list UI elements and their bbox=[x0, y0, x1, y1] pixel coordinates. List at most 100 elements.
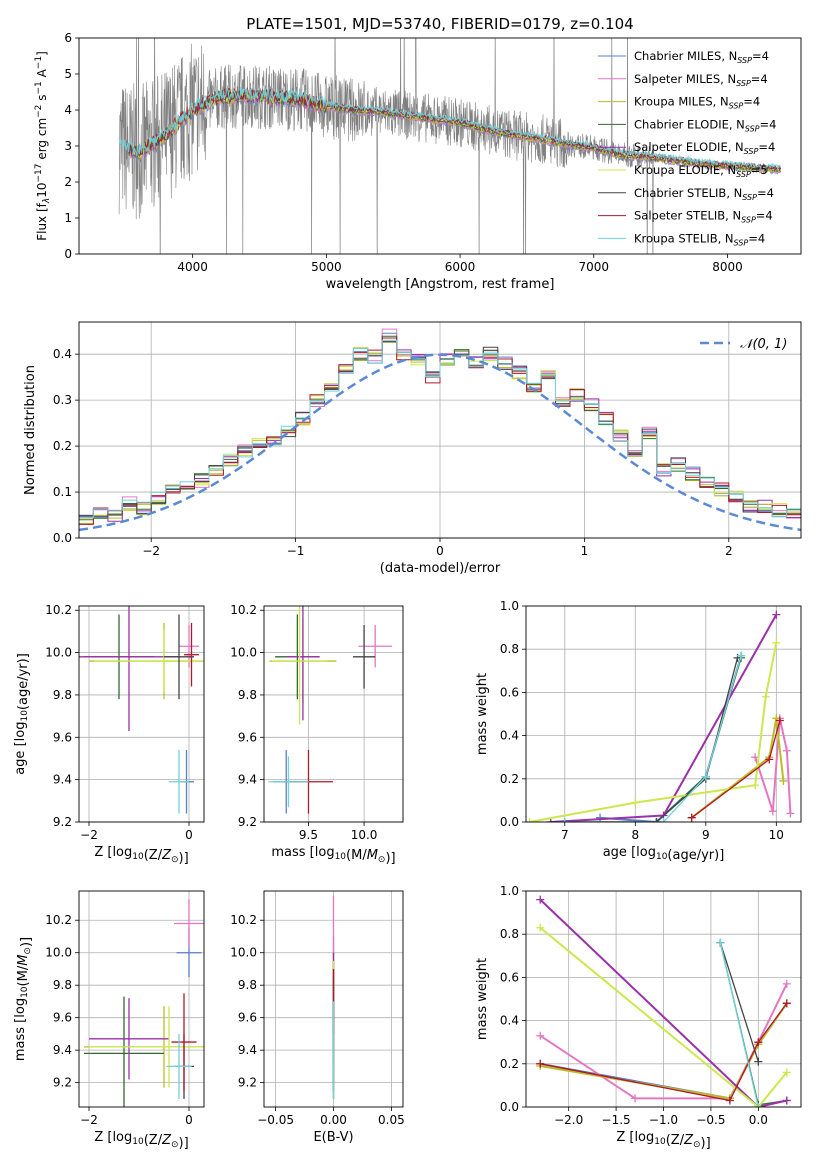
x-tick-label: 7000 bbox=[578, 260, 609, 274]
x-tick-label: 10.0 bbox=[351, 828, 378, 842]
gaussian-curve bbox=[79, 353, 801, 532]
mass-weight-marker bbox=[596, 813, 605, 822]
x-axis-label: age [log10(age/yr)] bbox=[603, 845, 725, 863]
y-axis-label: age [log10(age/yr)] bbox=[13, 653, 31, 775]
x-axis-label: Z [log10(Z/Z⊙)] bbox=[616, 1130, 710, 1151]
mass-weight-marker bbox=[754, 1103, 763, 1107]
mass-weight-marker bbox=[751, 781, 760, 790]
x-tick-label: 0.0 bbox=[749, 1113, 768, 1127]
x-tick-label: 5000 bbox=[311, 260, 342, 274]
x-tick-label: 0 bbox=[185, 1113, 193, 1127]
mass-weight-marker bbox=[659, 818, 668, 822]
y-tick-label: 9.4 bbox=[238, 773, 257, 787]
x-tick-label: −1 bbox=[287, 544, 305, 558]
mass-weight-marker bbox=[536, 923, 545, 932]
mass-weight-marker bbox=[560, 818, 569, 822]
legend-entry: Kroupa ELODIE, NSSP=5 bbox=[634, 163, 768, 179]
mass-weight-line-7 bbox=[540, 1002, 788, 1102]
model-spectrum-8 bbox=[118, 86, 782, 170]
y-tick-label: 6 bbox=[64, 31, 72, 45]
y-tick-label: 9.2 bbox=[238, 1076, 257, 1090]
mass-weight-marker bbox=[782, 979, 791, 988]
y-tick-label: 9.2 bbox=[53, 815, 72, 829]
x-tick-label: 9.5 bbox=[299, 828, 318, 842]
y-tick-label: 0.3 bbox=[53, 393, 72, 407]
mass-weight-marker bbox=[701, 772, 710, 781]
x-axis-label: wavelength [Angstrom, rest frame] bbox=[326, 277, 555, 292]
axes-frame bbox=[78, 890, 205, 1108]
y-tick-label: 0.2 bbox=[500, 1057, 519, 1071]
x-tick-label: 0.05 bbox=[378, 1113, 405, 1127]
legend-entry: Salpeter STELIB, NSSP=4 bbox=[634, 209, 773, 225]
x-tick-label: 10 bbox=[769, 828, 784, 842]
y-tick-label: 10.2 bbox=[45, 913, 72, 927]
axes-frame bbox=[525, 890, 802, 1108]
mass-weight-marker bbox=[775, 716, 784, 725]
figure-title: PLATE=1501, MJD=53740, FIBERID=0179, z=0… bbox=[246, 15, 633, 33]
legend-entry: Chabrier MILES, NSSP=4 bbox=[634, 49, 769, 65]
mass-weight-marker bbox=[687, 813, 696, 822]
mass-weight-marker bbox=[526, 818, 534, 822]
y-tick-label: 0.8 bbox=[500, 642, 519, 656]
y-tick-label: 0.0 bbox=[500, 815, 519, 829]
mass-weight-marker bbox=[768, 807, 777, 816]
axes-frame bbox=[525, 605, 802, 823]
y-tick-label: 10.2 bbox=[45, 603, 72, 617]
mass-weight-marker bbox=[631, 1094, 640, 1103]
mass-weight-marker bbox=[765, 755, 774, 764]
y-axis-label: Flux [fλ10−17 erg cm−2 s−1 A−1] bbox=[34, 51, 52, 241]
x-tick-label: 0 bbox=[436, 544, 444, 558]
y-axis-label: Normed distribution bbox=[23, 365, 38, 495]
residual-histogram-8 bbox=[79, 339, 801, 522]
x-tick-label: 1 bbox=[581, 544, 589, 558]
legend-entry: Kroupa MILES, NSSP=4 bbox=[634, 95, 760, 111]
mass-weight-marker bbox=[716, 938, 725, 947]
legend: Chabrier MILES, NSSP=4 Salpeter MILES, NS… bbox=[598, 49, 776, 247]
mass-weight-marker bbox=[761, 692, 770, 701]
y-tick-label: 10.0 bbox=[230, 946, 257, 960]
x-tick-label: −1.0 bbox=[649, 1113, 678, 1127]
mass-weight-line-8 bbox=[719, 942, 759, 1107]
mass-weight-marker bbox=[754, 1057, 763, 1066]
mass-weight-marker bbox=[536, 1031, 545, 1040]
mass-weight-marker bbox=[779, 776, 788, 785]
y-tick-label: 0.4 bbox=[53, 347, 72, 361]
y-axis-label: mass weight bbox=[475, 673, 490, 755]
mass-weight-line-5 bbox=[539, 926, 788, 1107]
x-tick-label: −2 bbox=[80, 828, 98, 842]
y-tick-label: 0.4 bbox=[500, 729, 519, 743]
mass-weight-line-8 bbox=[564, 655, 742, 822]
y-tick-label: 9.6 bbox=[53, 1011, 72, 1025]
plot-area bbox=[526, 610, 795, 822]
plot-area bbox=[536, 895, 791, 1107]
y-tick-label: 9.8 bbox=[238, 978, 257, 992]
mass-weight-marker bbox=[754, 1038, 763, 1047]
x-tick-label: −2 bbox=[142, 544, 160, 558]
axes-frame bbox=[263, 605, 404, 823]
legend-entry: 𝒩(0, 1) bbox=[740, 337, 787, 352]
y-tick-label: 0.6 bbox=[500, 685, 519, 699]
x-tick-label: −1.5 bbox=[602, 1113, 631, 1127]
mass-weight-marker bbox=[536, 1059, 545, 1068]
mass-weight-marker bbox=[725, 1096, 734, 1105]
legend-entry: Chabrier STELIB, NSSP=4 bbox=[634, 186, 774, 202]
mass-weight-marker bbox=[786, 809, 795, 818]
mass-weight-line-2 bbox=[691, 718, 785, 819]
x-tick-label: 7 bbox=[561, 828, 569, 842]
x-axis-label: Z [log10(Z/Z⊙)] bbox=[94, 845, 188, 866]
y-tick-label: 10.0 bbox=[230, 646, 257, 660]
legend-entry: Kroupa STELIB, NSSP=4 bbox=[634, 231, 765, 247]
mass-weight-marker bbox=[782, 1096, 791, 1105]
mass-weight-marker bbox=[772, 638, 781, 647]
mass-weight-marker bbox=[546, 818, 555, 822]
y-tick-label: 9.2 bbox=[238, 815, 257, 829]
y-tick-label: 0.2 bbox=[53, 439, 72, 453]
axes-frame bbox=[263, 890, 404, 1108]
y-tick-label: 0 bbox=[64, 247, 72, 261]
x-tick-label: −2 bbox=[80, 1113, 98, 1127]
x-tick-label: −0.05 bbox=[257, 1113, 294, 1127]
x-tick-label: 0 bbox=[185, 828, 193, 842]
plot-area bbox=[79, 606, 204, 814]
mass-weight-marker bbox=[536, 895, 545, 904]
